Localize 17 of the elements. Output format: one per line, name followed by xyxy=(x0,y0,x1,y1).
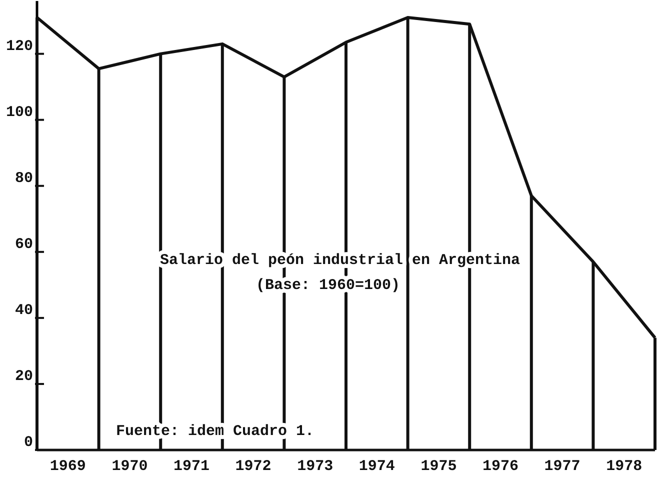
y-tick-label: 40 xyxy=(14,302,33,319)
y-tick-label: 100 xyxy=(6,104,33,121)
x-tick-label: 1974 xyxy=(358,458,395,475)
y-tick-label: 60 xyxy=(14,236,33,253)
y-tick-label: 120 xyxy=(6,38,33,55)
x-tick-label: 1972 xyxy=(235,458,272,475)
x-tick-label: 1978 xyxy=(606,458,642,475)
x-tick-label: 1977 xyxy=(544,458,580,475)
x-tick-label: 1970 xyxy=(112,458,148,475)
x-tick-label: 1971 xyxy=(173,458,210,475)
y-tick-label: 80 xyxy=(14,170,33,187)
x-tick-label: 1973 xyxy=(297,458,334,475)
y-tick-label: 0 xyxy=(24,434,33,451)
x-tick-label: 1975 xyxy=(420,458,457,475)
x-tick-label: 1976 xyxy=(482,458,519,475)
x-tick-label: 1969 xyxy=(50,458,86,475)
y-tick-label: 20 xyxy=(14,368,33,385)
